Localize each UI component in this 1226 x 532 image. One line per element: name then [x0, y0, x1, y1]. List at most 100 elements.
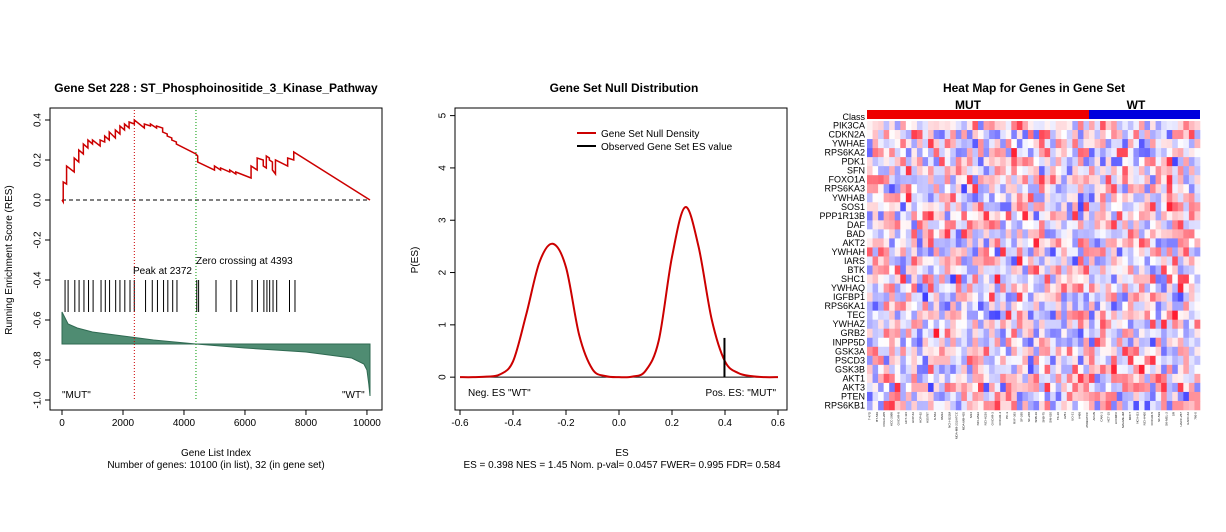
heatmap-cell	[1194, 121, 1201, 131]
heatmap-cell	[1050, 139, 1056, 149]
heatmap-cell	[966, 238, 973, 248]
heatmap-cell	[872, 283, 879, 293]
heatmap-cell	[1150, 319, 1156, 330]
heatmap-cell	[955, 391, 962, 402]
heatmap-cell	[911, 139, 918, 149]
heatmap-cell	[1039, 292, 1045, 302]
heatmap-cell	[994, 346, 1001, 357]
heatmap-cell	[966, 400, 973, 411]
heatmap-cell	[878, 130, 884, 140]
heatmap-cell	[905, 337, 912, 348]
heatmap-cell	[955, 211, 962, 221]
heatmap-cell	[961, 247, 968, 257]
heatmap-cell	[1127, 256, 1134, 266]
null-x-label: ES	[615, 448, 629, 459]
gene-label: IARS	[844, 256, 865, 266]
heatmap-cell	[1066, 202, 1073, 212]
heatmap-cell	[1144, 301, 1151, 311]
heatmap-cell	[878, 301, 884, 311]
heatmap-cell	[900, 364, 907, 375]
heatmap-cell	[1077, 220, 1084, 230]
heatmap-cell	[1144, 355, 1151, 366]
heatmap-cell	[1166, 274, 1173, 284]
heatmap-cell	[1039, 256, 1045, 266]
heatmap-cell	[1016, 283, 1023, 293]
heatmap-cell	[944, 319, 951, 330]
heatmap-cell	[955, 337, 962, 348]
heatmap-cell	[1072, 211, 1079, 221]
heatmap-cell	[922, 175, 929, 185]
heatmap-cell	[1011, 157, 1018, 167]
heatmap-cell	[878, 283, 884, 293]
heatmap-cell	[905, 391, 912, 402]
heatmap-cell	[1072, 175, 1079, 185]
heatmap-cell	[1122, 238, 1129, 248]
sample-label: UACC-62	[1186, 412, 1190, 425]
heatmap-cell	[1055, 283, 1062, 293]
heatmap-cell	[883, 364, 890, 375]
heatmap-cell	[1150, 166, 1156, 176]
heatmap-cell	[933, 373, 940, 384]
heatmap-cell	[1166, 247, 1173, 257]
heatmap-cell	[928, 319, 934, 330]
heatmap-cell	[1161, 148, 1167, 158]
heatmap-cell	[1011, 337, 1018, 348]
heatmap-cell	[928, 391, 934, 402]
heatmap-cell	[972, 229, 979, 239]
heatmap-cell	[1005, 184, 1012, 194]
heatmap-cell	[950, 301, 957, 311]
heatmap-cell	[1016, 202, 1023, 212]
heatmap-cell	[1194, 148, 1201, 158]
heatmap-cell	[889, 292, 896, 302]
sample-label: NCI-H23	[1135, 412, 1139, 424]
gene-label: RPS6KB1	[824, 400, 865, 410]
heatmap-cell	[1116, 364, 1123, 375]
heatmap-cell	[1138, 364, 1145, 375]
heatmap-cell	[983, 139, 990, 149]
heatmap-cell	[922, 157, 929, 167]
heatmap-cell	[1005, 256, 1012, 266]
heatmap-cell	[1016, 121, 1023, 131]
heatmap-cell	[983, 373, 990, 384]
heatmap-cell	[894, 319, 901, 330]
enrichment-y-tick-label: 0.0	[33, 193, 44, 207]
ranked-metric-area	[61, 311, 371, 397]
heatmap-cell	[1077, 121, 1084, 131]
heatmap-cell	[1000, 274, 1007, 284]
heatmap-cell	[1083, 283, 1090, 293]
heatmap-cell	[1089, 202, 1095, 212]
heatmap-cell	[1161, 382, 1167, 393]
heatmap-cell	[1138, 265, 1145, 275]
heatmap-cell	[1044, 265, 1051, 275]
heatmap-cell	[1066, 193, 1073, 203]
heatmap-cell	[1089, 265, 1095, 275]
heatmap-cell	[1005, 220, 1012, 230]
gene-label: RPS6KA2	[824, 148, 865, 158]
heatmap-cell	[1000, 337, 1007, 348]
heatmap-cell	[1016, 346, 1023, 357]
heatmap-cell	[966, 202, 973, 212]
heatmap-cell	[922, 229, 929, 239]
heatmap-cell	[1061, 184, 1068, 194]
heatmap-cell	[1066, 382, 1073, 393]
heatmap-cell	[905, 283, 912, 293]
heatmap-cell	[1144, 166, 1151, 176]
heatmap-cell	[916, 247, 923, 257]
sample-label: SNB-75	[1041, 412, 1045, 423]
heatmap-cell	[1150, 265, 1156, 275]
heatmap-cell	[1083, 121, 1090, 131]
heatmap-cell	[1016, 382, 1023, 393]
heatmap-cell	[1077, 274, 1084, 284]
heatmap-cell	[1177, 337, 1184, 348]
heatmap-cell	[889, 265, 896, 275]
heatmap-cell	[867, 211, 873, 221]
heatmap-cell	[1111, 310, 1118, 320]
heatmap-cell	[989, 355, 995, 366]
heatmap-cell	[1183, 292, 1190, 302]
heatmap-cell	[1050, 292, 1056, 302]
sample-label: UACC-257	[1179, 412, 1183, 427]
heatmap-cell	[1166, 328, 1173, 339]
heatmap-cell	[1022, 328, 1029, 339]
heatmap-cell	[1000, 130, 1007, 140]
heatmap-cell	[878, 337, 884, 348]
